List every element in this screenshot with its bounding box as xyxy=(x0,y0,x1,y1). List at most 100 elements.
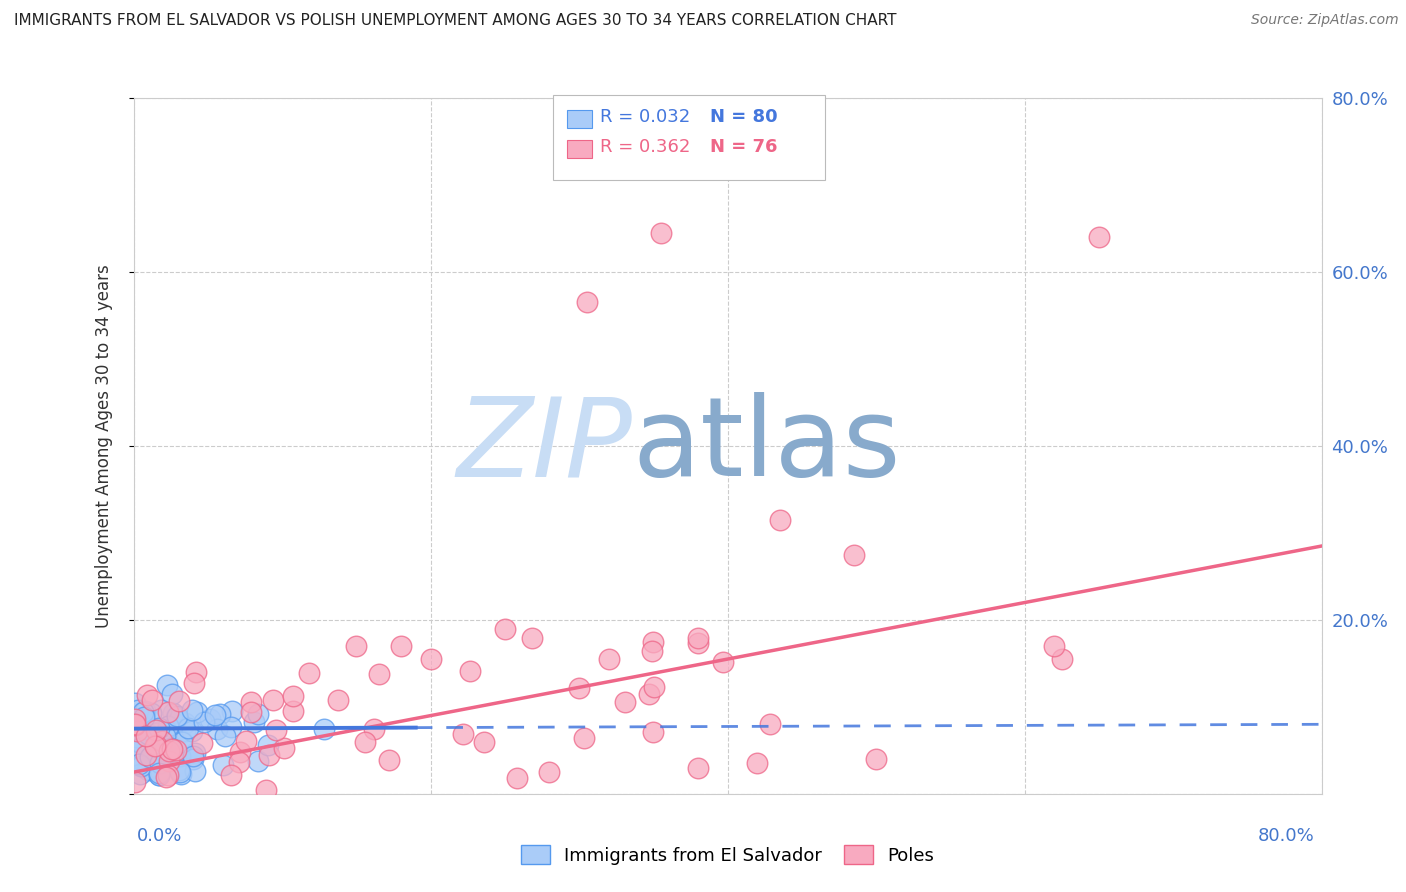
Point xyxy=(146,740,169,755)
Point xyxy=(191,736,214,750)
Point xyxy=(568,681,591,695)
Point xyxy=(367,667,389,681)
Point xyxy=(169,764,191,779)
Point xyxy=(129,752,152,766)
Point xyxy=(865,752,887,766)
Point xyxy=(758,717,780,731)
Point xyxy=(389,639,412,653)
Point xyxy=(148,765,170,780)
Point xyxy=(686,636,709,650)
Point xyxy=(135,762,157,776)
Point xyxy=(162,747,184,762)
Point xyxy=(124,720,146,734)
Point xyxy=(643,634,665,648)
Y-axis label: Unemployment Among Ages 30 to 34 years: Unemployment Among Ages 30 to 34 years xyxy=(94,264,112,628)
Point xyxy=(257,748,280,763)
Point xyxy=(193,714,215,729)
Point xyxy=(166,709,188,723)
Point xyxy=(124,739,146,753)
Point xyxy=(173,716,195,731)
Point xyxy=(747,756,769,771)
Point xyxy=(128,757,150,772)
Point xyxy=(169,749,191,764)
Point xyxy=(264,723,287,737)
Point xyxy=(228,755,250,769)
Point xyxy=(177,721,200,735)
Point xyxy=(124,733,146,747)
Point xyxy=(145,751,167,765)
Point xyxy=(198,712,221,726)
Point xyxy=(141,747,163,762)
Point xyxy=(184,665,207,679)
Point xyxy=(354,735,377,749)
Point xyxy=(143,759,166,773)
Point xyxy=(170,735,193,749)
Point xyxy=(768,513,790,527)
Point xyxy=(148,768,170,782)
Point xyxy=(124,712,146,726)
Point xyxy=(641,644,664,658)
Point xyxy=(170,766,193,780)
Point xyxy=(520,631,543,645)
Point xyxy=(472,735,495,749)
Point xyxy=(419,652,441,666)
Point xyxy=(240,705,263,719)
Point xyxy=(229,746,252,760)
Point xyxy=(312,722,335,736)
Point xyxy=(221,704,243,718)
Point xyxy=(298,665,321,680)
Point xyxy=(243,715,266,730)
Point xyxy=(842,548,865,562)
Point xyxy=(136,688,159,702)
Point xyxy=(165,710,187,724)
Point xyxy=(686,761,709,775)
Point xyxy=(184,746,207,760)
Point xyxy=(132,727,155,741)
Point xyxy=(157,719,180,733)
Point xyxy=(162,745,184,759)
Point xyxy=(169,763,191,777)
Point xyxy=(246,706,269,721)
Point xyxy=(344,639,367,653)
Point xyxy=(183,752,205,766)
Point xyxy=(146,726,169,740)
Point xyxy=(209,706,232,721)
Point xyxy=(451,727,474,741)
Point xyxy=(181,749,204,764)
Point xyxy=(128,740,150,755)
Point xyxy=(124,696,146,710)
Point xyxy=(150,703,173,717)
Point xyxy=(326,693,349,707)
Point xyxy=(204,708,226,723)
Point xyxy=(219,767,242,781)
Point xyxy=(131,719,153,733)
Point xyxy=(125,723,148,738)
Point xyxy=(145,723,167,737)
Point xyxy=(378,752,401,766)
Point xyxy=(157,744,180,758)
Point xyxy=(711,655,734,669)
Point xyxy=(129,736,152,750)
Point xyxy=(160,740,183,755)
Point xyxy=(363,723,385,737)
Point xyxy=(132,705,155,719)
Point xyxy=(239,695,262,709)
Point xyxy=(273,741,295,756)
Point xyxy=(281,704,304,718)
Point xyxy=(145,739,167,753)
Point xyxy=(156,724,179,739)
Point xyxy=(153,744,176,758)
Point xyxy=(643,725,665,739)
Point xyxy=(181,703,204,717)
Point xyxy=(173,724,195,739)
Point xyxy=(155,770,177,784)
Point xyxy=(135,747,157,762)
Point xyxy=(598,652,620,666)
Point xyxy=(149,756,172,770)
Point xyxy=(183,676,205,690)
Legend: Immigrants from El Salvador, Poles: Immigrants from El Salvador, Poles xyxy=(513,838,942,871)
Point xyxy=(132,710,155,724)
Point xyxy=(184,764,207,779)
Point xyxy=(150,737,173,751)
Point xyxy=(686,631,709,645)
